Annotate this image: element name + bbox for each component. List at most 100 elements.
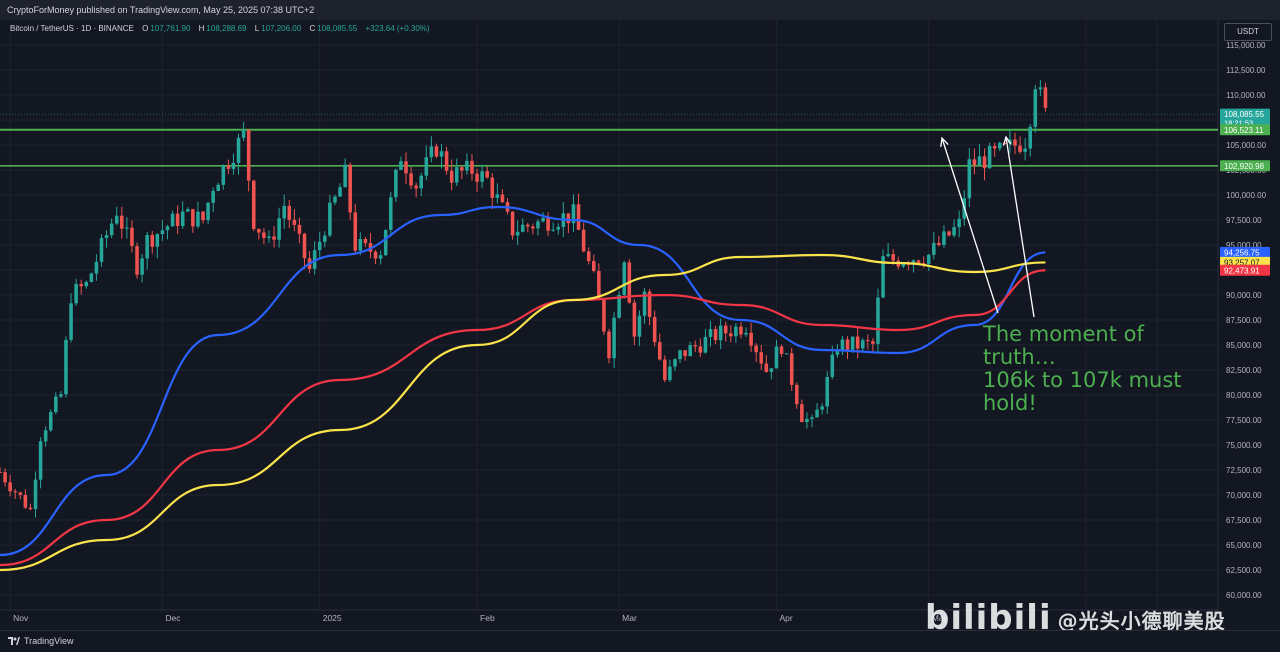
y-tick-label: 110,000.00 — [1226, 91, 1266, 100]
candle-body — [43, 430, 48, 442]
candle-body — [262, 232, 266, 238]
candle-body — [876, 297, 880, 344]
open-label: O — [142, 24, 149, 33]
candle-body — [48, 412, 53, 431]
candle-body — [800, 404, 804, 422]
candle-body — [231, 162, 236, 169]
candle-body — [942, 231, 946, 245]
candle-body — [206, 202, 210, 221]
y-tick-label: 75,000.00 — [1226, 441, 1262, 450]
price-chart[interactable]: 115,000.00112,500.00110,000.00107,500.00… — [0, 20, 1280, 630]
candle-body — [723, 325, 728, 334]
candle-body — [434, 146, 439, 157]
candle-body — [125, 227, 129, 229]
y-tick-label: 87,500.00 — [1226, 316, 1262, 325]
candle-body — [703, 336, 708, 353]
close-label: C — [309, 24, 316, 33]
candle-body — [805, 418, 809, 422]
x-tick-label: 2025 — [323, 613, 342, 623]
candle-body — [810, 417, 814, 419]
candle-body — [932, 242, 936, 255]
candle-body — [947, 231, 951, 236]
currency-selector[interactable]: USDT — [1224, 23, 1272, 41]
candle-body — [835, 351, 840, 355]
y-tick-label: 62,500.00 — [1226, 566, 1262, 575]
candle-body — [429, 146, 434, 158]
candle-body — [69, 303, 73, 340]
candle-body — [718, 325, 723, 341]
candle-body — [744, 332, 748, 335]
candle-body — [972, 159, 977, 166]
change-value: +323.64 (+0.30%) — [365, 24, 430, 33]
candle-body — [343, 164, 347, 188]
candle-body — [460, 167, 464, 171]
candle-body — [155, 234, 160, 247]
candle-body — [236, 137, 241, 163]
candle-body — [383, 229, 388, 256]
candle-body — [500, 194, 505, 203]
candle-body — [845, 339, 850, 350]
candle-body — [470, 160, 474, 174]
candle-body — [104, 235, 109, 239]
chart-area[interactable]: 115,000.00112,500.00110,000.00107,500.00… — [0, 20, 1280, 630]
y-tick-label: 97,500.00 — [1226, 216, 1262, 225]
candle-body — [632, 302, 637, 337]
y-tick-label: 72,500.00 — [1226, 466, 1262, 475]
candle-body — [0, 472, 2, 473]
y-tick-label: 90,000.00 — [1226, 291, 1262, 300]
y-tick-label: 67,500.00 — [1226, 516, 1262, 525]
candle-body — [8, 482, 12, 492]
candle-body — [28, 507, 33, 510]
candle-body — [297, 224, 302, 234]
candle-body — [866, 340, 870, 342]
candle-body — [673, 359, 677, 367]
candle-body — [916, 260, 921, 264]
candle-body — [729, 333, 733, 337]
candle-body — [38, 441, 43, 480]
candle-body — [617, 294, 621, 318]
candle-body — [541, 217, 545, 222]
candle-body — [855, 336, 860, 349]
candle-body — [531, 226, 535, 229]
candle-body — [997, 142, 1002, 149]
candle-body — [734, 326, 738, 337]
candle-body — [663, 359, 667, 381]
annotation-arrow-head — [940, 136, 949, 148]
annotation-text: The moment of truth… 106k to 107k must h… — [983, 323, 1213, 415]
candle-body — [74, 284, 78, 304]
candle-body — [59, 394, 63, 397]
candle-body — [23, 494, 28, 508]
candle-body — [1013, 139, 1017, 146]
annotation-arrow — [941, 137, 999, 314]
candle-body — [465, 160, 469, 171]
candle-body — [607, 331, 611, 359]
low-value: 107,206.00 — [261, 24, 302, 33]
candle-body — [546, 217, 550, 231]
candle-body — [825, 377, 830, 407]
candle-body — [536, 221, 540, 229]
high-value: 108,288.69 — [206, 24, 247, 33]
candle-body — [957, 218, 961, 228]
y-tick-label: 80,000.00 — [1226, 391, 1262, 400]
candle-body — [871, 341, 875, 344]
candle-body — [399, 161, 403, 170]
candle-body — [241, 129, 246, 138]
candle-body — [982, 156, 987, 169]
candle-body — [1023, 148, 1027, 152]
candle-body — [18, 492, 23, 495]
candle-body — [668, 366, 672, 381]
candle-body — [333, 196, 337, 203]
candle-body — [1003, 142, 1007, 144]
candle-body — [475, 173, 479, 182]
price-label-text: 102,920.98 — [1224, 162, 1265, 171]
price-label-countdown: 18:21:53 — [1224, 119, 1253, 128]
x-tick-label: Nov — [13, 613, 29, 623]
low-label: L — [254, 24, 260, 33]
price-label-badge — [1220, 124, 1270, 136]
candle-body — [1018, 145, 1022, 152]
candle-body — [267, 236, 271, 238]
candle-body — [175, 213, 180, 226]
candle-body — [1028, 126, 1033, 149]
candle-body — [64, 339, 68, 395]
candle-body — [150, 235, 155, 247]
